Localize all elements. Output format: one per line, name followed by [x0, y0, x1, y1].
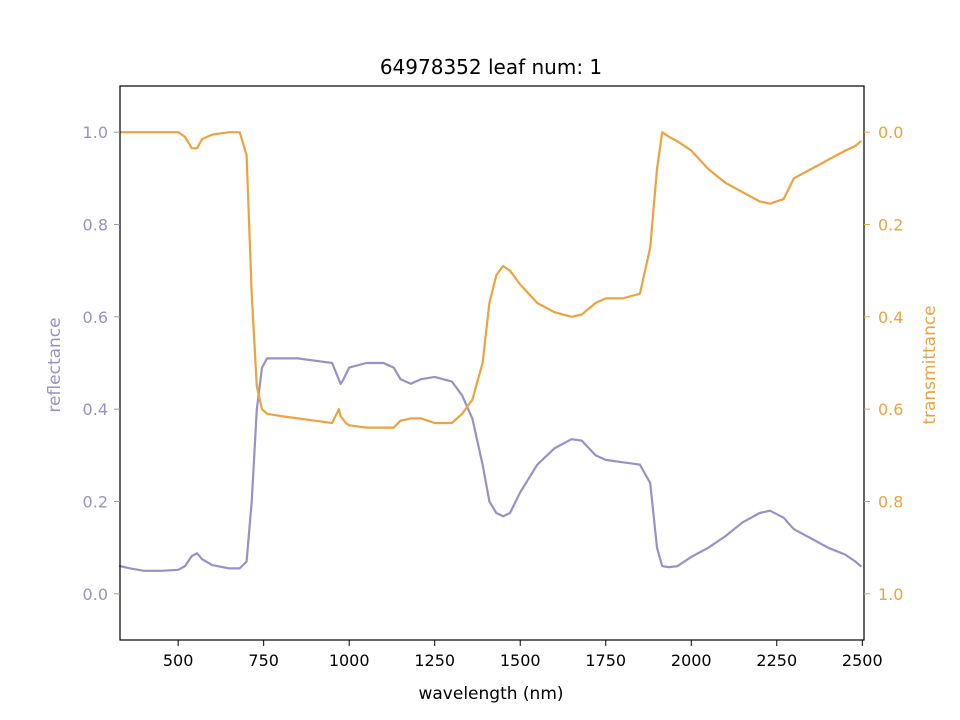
right-y-tick-label: 0.8 [878, 493, 903, 512]
x-tick-label: 2000 [671, 651, 712, 670]
left-y-tick-label: 0.8 [83, 216, 108, 235]
x-tick-label: 1750 [585, 651, 626, 670]
right-y-axis-title: transmittance [920, 305, 940, 424]
transmittance-series-line [118, 131, 862, 429]
left-y-tick-label: 0.0 [83, 585, 108, 604]
left-y-axis: 0.0 0.2 0.4 0.6 0.8 1.0 [83, 123, 120, 604]
right-y-axis: 0.0 0.2 0.4 0.6 0.8 1.0 [864, 123, 903, 604]
x-tick-label: 1250 [414, 651, 455, 670]
series-layer [118, 131, 862, 572]
right-y-tick-label: 0.0 [878, 123, 903, 142]
left-y-axis-title: reflectance [45, 317, 65, 412]
x-axis-title: wavelength (nm) [418, 684, 563, 704]
right-y-tick-label: 0.6 [878, 400, 903, 419]
x-tick-label: 1000 [329, 651, 370, 670]
chart-title: 64978352 leaf num: 1 [380, 55, 602, 79]
right-y-tick-label: 0.2 [878, 216, 903, 235]
reflectance-series-line [118, 357, 862, 572]
x-tick-label: 2500 [842, 651, 883, 670]
x-tick-label: 1500 [500, 651, 541, 670]
x-tick-label: 750 [248, 651, 279, 670]
x-tick-label: 2250 [756, 651, 797, 670]
right-y-tick-label: 1.0 [878, 585, 903, 604]
plot-frame [119, 85, 865, 641]
x-tick-label: 500 [163, 651, 194, 670]
x-axis: 500 750 1000 1250 1500 1750 2000 2250 2500 [163, 640, 883, 670]
right-y-tick-label: 0.4 [878, 308, 903, 327]
left-y-tick-label: 0.6 [83, 308, 108, 327]
left-y-tick-label: 0.4 [83, 400, 108, 419]
left-y-tick-label: 0.2 [83, 493, 108, 512]
left-y-tick-label: 1.0 [83, 123, 108, 142]
